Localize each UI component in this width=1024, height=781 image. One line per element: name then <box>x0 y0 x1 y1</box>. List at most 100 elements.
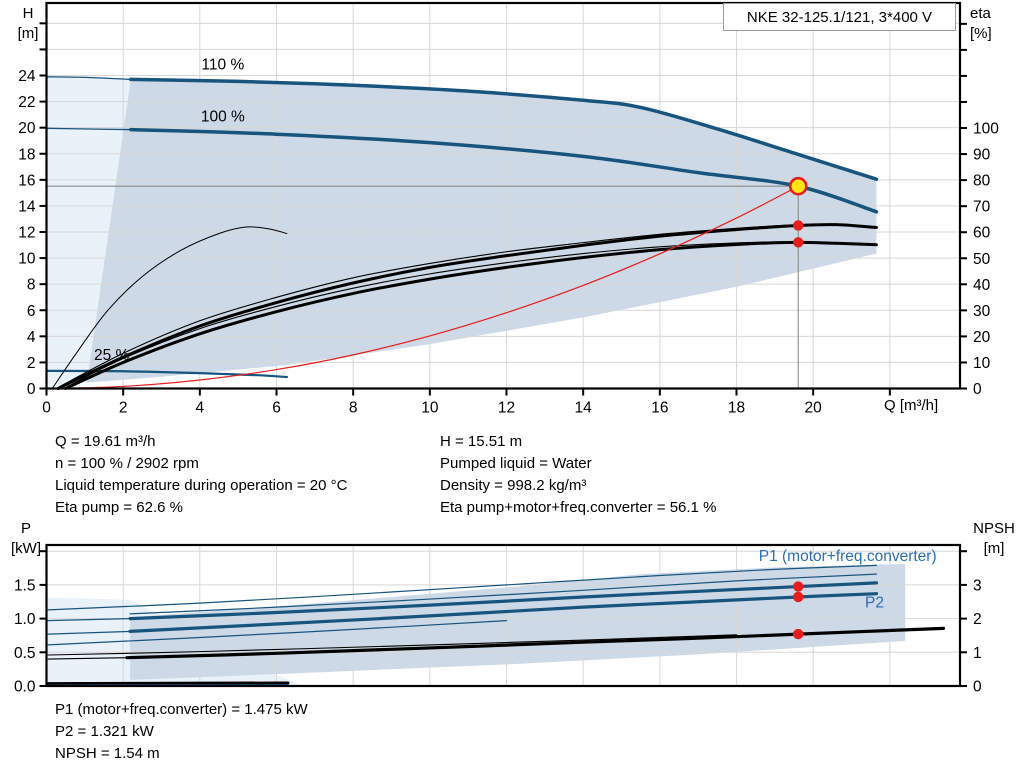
duty-info-left: Q = 19.61 m³/h n = 100 % / 2902 rpm Liqu… <box>55 431 347 519</box>
p1-lead-curve <box>47 618 131 622</box>
info-p1: P1 (motor+freq.converter) = 1.475 kW <box>55 701 308 718</box>
tick-label: 60 <box>973 225 991 242</box>
tick-label: 10 <box>973 355 991 372</box>
qh-eta-chart: 0246810121416182022240102030405060708090… <box>18 1 999 417</box>
info-h: H = 15.51 m <box>440 433 523 450</box>
tick-label: 1.0 <box>14 611 36 628</box>
p2-curve <box>128 592 879 634</box>
power-dark <box>130 564 906 680</box>
power-duty-dot <box>793 591 804 603</box>
tick-label: 4 <box>27 329 36 346</box>
curve-label: P2 <box>865 594 884 611</box>
curve-label: 25 % <box>94 347 130 364</box>
tick-label: 100 <box>973 121 999 138</box>
tick-label: 2 <box>27 355 36 372</box>
p1-max-thin-curve <box>47 564 878 611</box>
envelope-dark <box>86 79 877 383</box>
tick-label: 0.0 <box>14 679 36 696</box>
tick-label: 6 <box>272 400 281 417</box>
h-axis-label: H [m] <box>17 5 39 42</box>
power-npsh-chart: 0.0 0.5 1.0 1.5 0 1 2 3 P1 (motor+freq.converter… <box>14 543 982 696</box>
info-p2: P2 = 1.321 kW <box>55 723 154 740</box>
tick-label: 4 <box>196 400 205 417</box>
qh-110-curve <box>129 77 879 181</box>
info-npsh: NPSH = 1.54 m <box>55 745 160 762</box>
p-25-black-curve <box>46 681 290 686</box>
tick-label: 20 <box>973 329 991 346</box>
p1-curve <box>128 581 879 621</box>
curve-label: 100 % <box>201 109 245 126</box>
qh-110-lead-curve <box>45 76 132 81</box>
eta-pump-thin-curve <box>55 224 787 390</box>
tick-label: 8 <box>27 277 36 294</box>
info-speed: n = 100 % / 2902 rpm <box>55 455 199 472</box>
info-temp: Liquid temperature during operation = 20… <box>55 477 348 494</box>
tick-label: 12 <box>498 400 515 417</box>
power-duty-dot <box>793 581 804 592</box>
tick-label: 6 <box>27 303 36 320</box>
duty-info-right: H = 15.51 m Pumped liquid = Water Densit… <box>440 431 716 519</box>
power-duty-dot <box>793 628 804 640</box>
info-eta-total: Eta pump+motor+freq.converter = 56.1 % <box>440 499 717 516</box>
tick-label: 0 <box>27 381 36 398</box>
tick-label: 18 <box>728 400 745 417</box>
tick-label: 3 <box>973 577 982 594</box>
tick-label: 24 <box>18 68 36 85</box>
tick-label: 70 <box>973 199 991 216</box>
eta-axis-label: eta [%] <box>970 5 992 42</box>
power-info: P1 (motor+freq.converter) = 1.475 kW P2 … <box>55 699 308 765</box>
qh-100-lead-curve <box>45 127 132 131</box>
npsh-lead-curve <box>47 657 128 660</box>
tick-label: 14 <box>18 198 36 215</box>
npsh-thin-curve <box>47 634 738 656</box>
tick-label: 20 <box>805 400 823 417</box>
curve-label: P1 (motor+freq.converter) <box>759 548 937 565</box>
system-curve-curve <box>45 185 799 390</box>
chart-frame <box>45 543 962 688</box>
tick-label: 22 <box>18 94 35 111</box>
tick-label: 0.5 <box>14 645 36 662</box>
tick-label: 1.5 <box>14 577 36 594</box>
p-low-thin-curve <box>47 620 508 646</box>
pump-type-box: NKE 32-125.1/121, 3*400 V <box>723 3 956 31</box>
tick-label: 30 <box>973 303 991 320</box>
tick-label: 12 <box>18 225 35 242</box>
tick-label: 1 <box>973 645 982 662</box>
tick-label: 8 <box>349 400 358 417</box>
tick-label: 0 <box>42 400 51 417</box>
tick-label: 16 <box>651 400 668 417</box>
tick-label: 40 <box>973 277 991 294</box>
npsh-axis-label: NPSH [m] <box>973 520 1015 557</box>
tick-label: 10 <box>18 251 36 268</box>
tick-label: 16 <box>18 172 35 189</box>
duty-point[interactable] <box>788 176 808 196</box>
info-q: Q = 19.61 m³/h <box>55 433 156 450</box>
tick-label: 10 <box>421 400 439 417</box>
info-density: Density = 998.2 kg/m³ <box>440 477 587 494</box>
tick-label: 50 <box>973 251 991 268</box>
p-axis-label: P [kW] <box>11 520 41 557</box>
tick-label: 14 <box>575 400 593 417</box>
tick-label: 20 <box>18 120 36 137</box>
tick-label: 0 <box>973 679 982 696</box>
tick-label: 18 <box>18 146 35 163</box>
eta-duty-arc-curve <box>51 226 288 389</box>
tick-label: 90 <box>973 147 991 164</box>
tick-label: 2 <box>119 400 128 417</box>
chart-frame <box>45 1 962 390</box>
tick-label: 2 <box>973 611 982 628</box>
pump-type-title: NKE 32-125.1/121, 3*400 V <box>746 8 933 26</box>
tick-label: 0 <box>973 381 982 398</box>
info-liquid: Pumped liquid = Water <box>440 455 592 472</box>
tick-label: 80 <box>973 173 991 190</box>
eta-duty-dot <box>793 237 804 248</box>
q-axis-label: Q [m³/h] <box>884 397 939 414</box>
curve-label: 110 % <box>201 56 244 73</box>
eta-duty-dot <box>793 220 804 231</box>
p-mid-thin-curve <box>129 573 878 615</box>
eta-total-thin-curve <box>63 241 787 390</box>
eta-total-curve <box>64 240 878 390</box>
p2-lead-curve <box>47 630 131 635</box>
